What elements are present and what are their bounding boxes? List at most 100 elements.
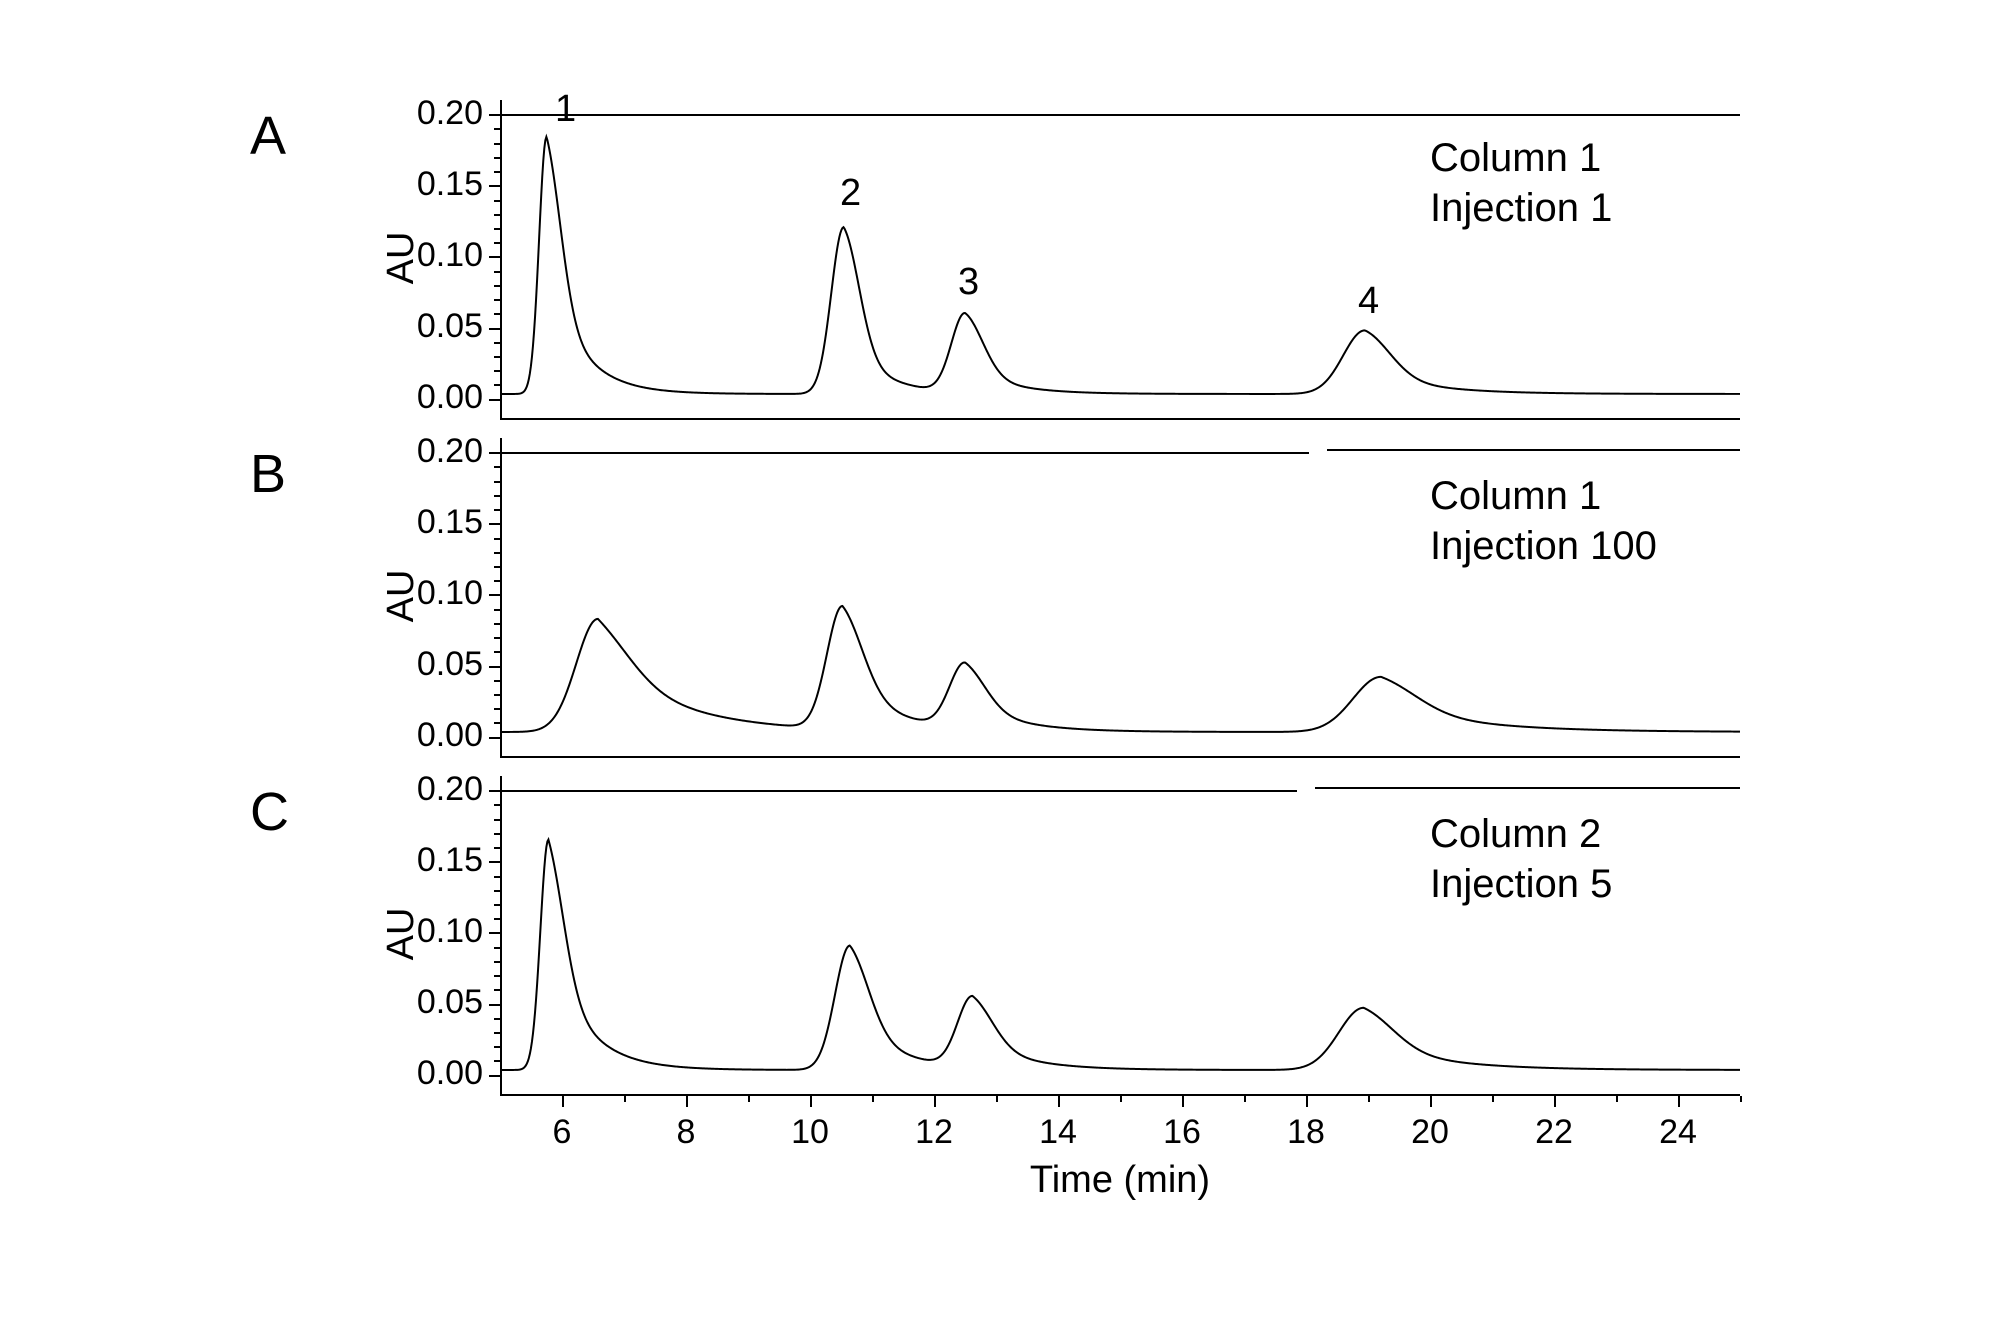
ytick: [494, 299, 500, 301]
ytick: [494, 876, 500, 878]
ytick: [489, 185, 500, 187]
ytick-label: 0.20: [383, 94, 483, 133]
ytick-label: 0.05: [383, 983, 483, 1022]
ytick: [494, 384, 500, 386]
xtick: [1554, 1096, 1556, 1107]
ytick: [494, 481, 500, 483]
xtick: [1678, 1096, 1680, 1107]
ytick-label: 0.15: [383, 165, 483, 204]
ytick: [494, 566, 500, 568]
ytick: [494, 918, 500, 920]
y-axis-label: AU: [380, 566, 423, 626]
xtick: [624, 1096, 626, 1102]
ytick: [494, 495, 500, 497]
ytick: [494, 804, 500, 806]
xtick-label: 24: [1648, 1113, 1708, 1152]
ytick: [494, 509, 500, 511]
ytick: [494, 904, 500, 906]
xtick: [562, 1096, 564, 1107]
legend-line1: Column 2: [1430, 812, 1601, 857]
panel-letter: B: [250, 443, 286, 505]
xtick: [1058, 1096, 1060, 1107]
ytick: [494, 1018, 500, 1020]
ytick: [494, 975, 500, 977]
peak-label: 3: [958, 261, 979, 304]
y-axis-label: AU: [380, 228, 423, 288]
xtick: [1306, 1096, 1308, 1107]
xtick: [1120, 1096, 1122, 1102]
ytick: [494, 128, 500, 130]
ytick: [489, 666, 500, 668]
ytick: [489, 399, 500, 401]
ytick-label: 0.00: [383, 1054, 483, 1093]
ytick: [494, 1032, 500, 1034]
panel-letter: A: [250, 105, 286, 167]
ytick: [494, 722, 500, 724]
xtick-label: 14: [1028, 1113, 1088, 1152]
ytick: [494, 1060, 500, 1062]
ytick: [494, 200, 500, 202]
xtick: [1430, 1096, 1432, 1107]
ytick-label: 0.00: [383, 716, 483, 755]
plot-top-line: [500, 114, 1740, 116]
plot-top-line-left: [500, 452, 1309, 454]
ytick: [494, 370, 500, 372]
plot-top-line-right: [1327, 449, 1740, 451]
xtick-label: 16: [1152, 1113, 1212, 1152]
ytick: [494, 833, 500, 835]
ytick: [489, 861, 500, 863]
ytick: [489, 1004, 500, 1006]
xtick: [934, 1096, 936, 1107]
ytick: [489, 737, 500, 739]
ytick: [494, 466, 500, 468]
ytick: [494, 694, 500, 696]
xtick: [686, 1096, 688, 1107]
ytick: [489, 523, 500, 525]
legend-line1: Column 1: [1430, 474, 1601, 519]
plot-top-line-right: [1315, 787, 1740, 789]
ytick: [494, 961, 500, 963]
x-axis-label: Time (min): [1000, 1159, 1240, 1202]
xtick: [996, 1096, 998, 1102]
xtick: [1740, 1096, 1742, 1102]
ytick: [494, 214, 500, 216]
ytick: [494, 228, 500, 230]
ytick: [494, 651, 500, 653]
xtick-label: 18: [1276, 1113, 1336, 1152]
ytick: [494, 989, 500, 991]
plot-top-line-left: [500, 790, 1297, 792]
ytick: [494, 313, 500, 315]
ytick: [494, 538, 500, 540]
ytick: [494, 890, 500, 892]
xtick-label: 10: [780, 1113, 840, 1152]
ytick: [494, 708, 500, 710]
peak-label: 1: [555, 88, 576, 131]
xtick: [810, 1096, 812, 1107]
ytick: [494, 680, 500, 682]
ytick: [489, 256, 500, 258]
ytick: [494, 285, 500, 287]
ytick: [494, 356, 500, 358]
ytick: [494, 623, 500, 625]
ytick: [494, 819, 500, 821]
ytick: [494, 609, 500, 611]
peak-label: 4: [1358, 280, 1379, 323]
ytick: [489, 114, 500, 116]
ytick: [489, 594, 500, 596]
ytick-label: 0.05: [383, 307, 483, 346]
ytick: [494, 242, 500, 244]
xtick: [1616, 1096, 1618, 1102]
chromatogram-figure: 0.000.050.100.150.20AUAColumn 1Injection…: [0, 0, 2000, 1333]
xtick: [1182, 1096, 1184, 1107]
ytick: [494, 171, 500, 173]
peak-label: 2: [840, 172, 861, 215]
ytick: [494, 1046, 500, 1048]
xtick-label: 20: [1400, 1113, 1460, 1152]
xtick: [748, 1096, 750, 1102]
ytick: [489, 790, 500, 792]
ytick: [489, 452, 500, 454]
legend-line2: Injection 100: [1430, 524, 1657, 569]
ytick: [489, 932, 500, 934]
xtick-label: 6: [532, 1113, 592, 1152]
ytick: [494, 847, 500, 849]
